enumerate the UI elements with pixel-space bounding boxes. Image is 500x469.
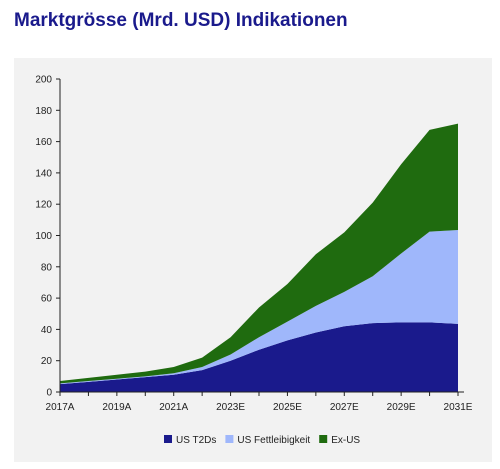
y-tick-label: 20 — [41, 356, 53, 367]
y-tick-label: 140 — [35, 168, 52, 179]
chart-axes: 0 20 40 60 80 100 120 140 160 180 200 2017A 2019A 202… — [35, 75, 472, 414]
chart-areas — [60, 123, 458, 392]
area-series-2 — [60, 230, 458, 385]
x-tick-label: 2025E — [273, 402, 302, 413]
area-series-1 — [60, 322, 458, 392]
legend-label-2: US Fettleibigkeit — [237, 435, 310, 446]
legend-label-1: US T2Ds — [176, 435, 216, 446]
area-series-3 — [60, 123, 458, 384]
x-tick-label: 2021A — [159, 402, 188, 413]
legend-swatch-2 — [225, 435, 234, 443]
y-tick-label: 100 — [35, 231, 52, 242]
y-tick-label: 160 — [35, 137, 52, 148]
legend-label-3: Ex-US — [331, 435, 360, 446]
x-tick-label: 2031E — [444, 402, 473, 413]
chart-legend: US T2Ds US Fettleibigkeit Ex-US — [164, 435, 360, 446]
legend-swatch-1 — [164, 435, 172, 443]
x-tick-label: 2019A — [102, 402, 131, 413]
y-tick-label: 80 — [41, 262, 53, 273]
x-tick-label: 2017A — [46, 402, 75, 413]
legend-swatch-3 — [319, 435, 328, 443]
page-title: Marktgrösse (Mrd. USD) Indikationen — [14, 10, 348, 31]
y-tick-label: 0 — [46, 388, 52, 399]
y-tick-label: 200 — [35, 75, 52, 86]
y-tick-label: 180 — [35, 106, 52, 117]
x-tick-label: 2029E — [387, 402, 416, 413]
y-tick-label: 60 — [41, 294, 53, 305]
x-tick-label: 2027E — [330, 402, 359, 413]
x-tick-label: 2023E — [216, 402, 245, 413]
y-tick-label: 40 — [41, 325, 53, 336]
y-tick-label: 120 — [35, 200, 52, 211]
